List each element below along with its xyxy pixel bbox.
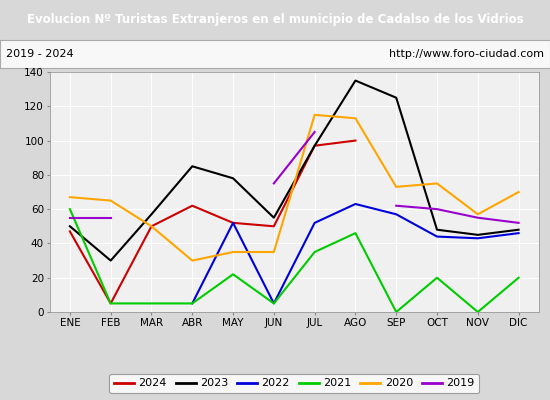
Text: 2019 - 2024: 2019 - 2024 xyxy=(6,49,73,59)
Text: Evolucion Nº Turistas Extranjeros en el municipio de Cadalso de los Vidrios: Evolucion Nº Turistas Extranjeros en el … xyxy=(27,14,523,26)
Text: http://www.foro-ciudad.com: http://www.foro-ciudad.com xyxy=(389,49,544,59)
Legend: 2024, 2023, 2022, 2021, 2020, 2019: 2024, 2023, 2022, 2021, 2020, 2019 xyxy=(109,374,479,393)
